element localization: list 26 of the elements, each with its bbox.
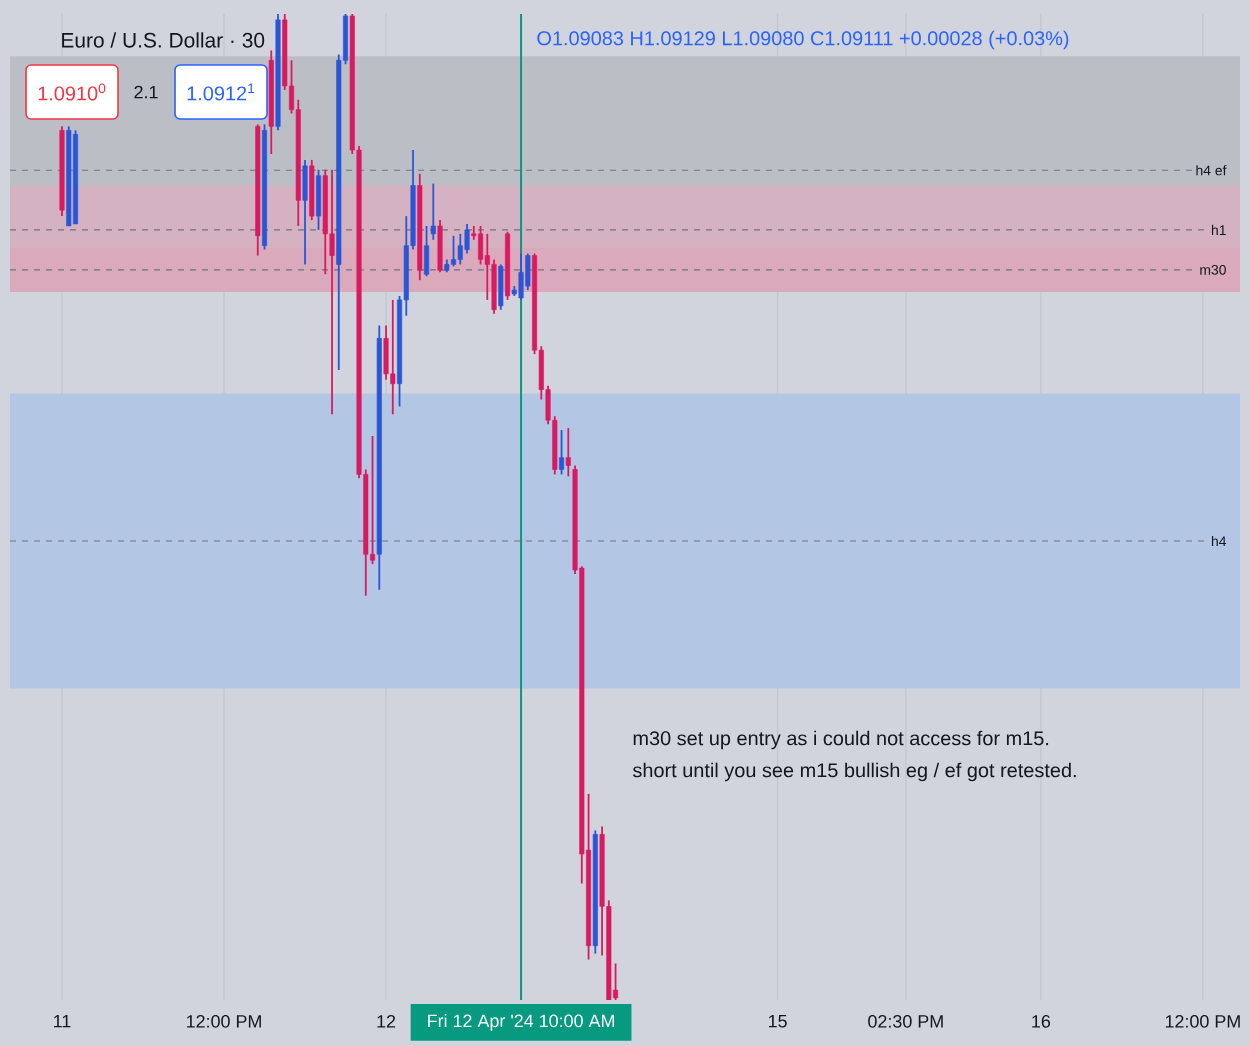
candlestick <box>518 252 524 301</box>
x-tick-label: Fri 12 Apr '24 10:00 AM <box>428 1014 614 1031</box>
candlestick <box>424 225 430 278</box>
candlestick <box>451 234 457 268</box>
x-tick-label: 12:00 PM <box>1165 1015 1240 1028</box>
x-tick-label: 12:00 PM <box>187 1015 261 1028</box>
annotation: m30 set up entry as i could not access for m15. <box>633 730 1049 750</box>
candlestick <box>559 429 565 476</box>
x-tick-label: 15 <box>768 1015 787 1028</box>
candlestick <box>329 168 335 416</box>
candlestick <box>457 232 463 266</box>
annotation: 2.1 <box>134 85 158 99</box>
x-tick-label: 11 <box>54 1015 71 1028</box>
annotation: 1.0912$^{1}$ <box>187 83 255 101</box>
x-tick-label: 12 <box>377 1015 396 1028</box>
x-tick-label: 16 <box>1032 1015 1051 1028</box>
annotation: O1.09083 H1.09129 L1.09080 C1.09111 +0.00028 (+0.03%) <box>537 30 1069 50</box>
candlestick <box>437 219 443 274</box>
annotation: 1.0910$^{0}$ <box>38 83 106 101</box>
annotation: short until you see m15 bullish eg / ef got retested. <box>632 762 1076 782</box>
candlestick <box>390 299 396 416</box>
candlestick <box>316 168 322 231</box>
candlestick <box>498 263 504 311</box>
text: Euro / U.S. Dollar · 30 <box>62 32 265 48</box>
candlestick <box>302 159 308 266</box>
x-tick-label: 02:30 PM <box>868 1015 943 1028</box>
